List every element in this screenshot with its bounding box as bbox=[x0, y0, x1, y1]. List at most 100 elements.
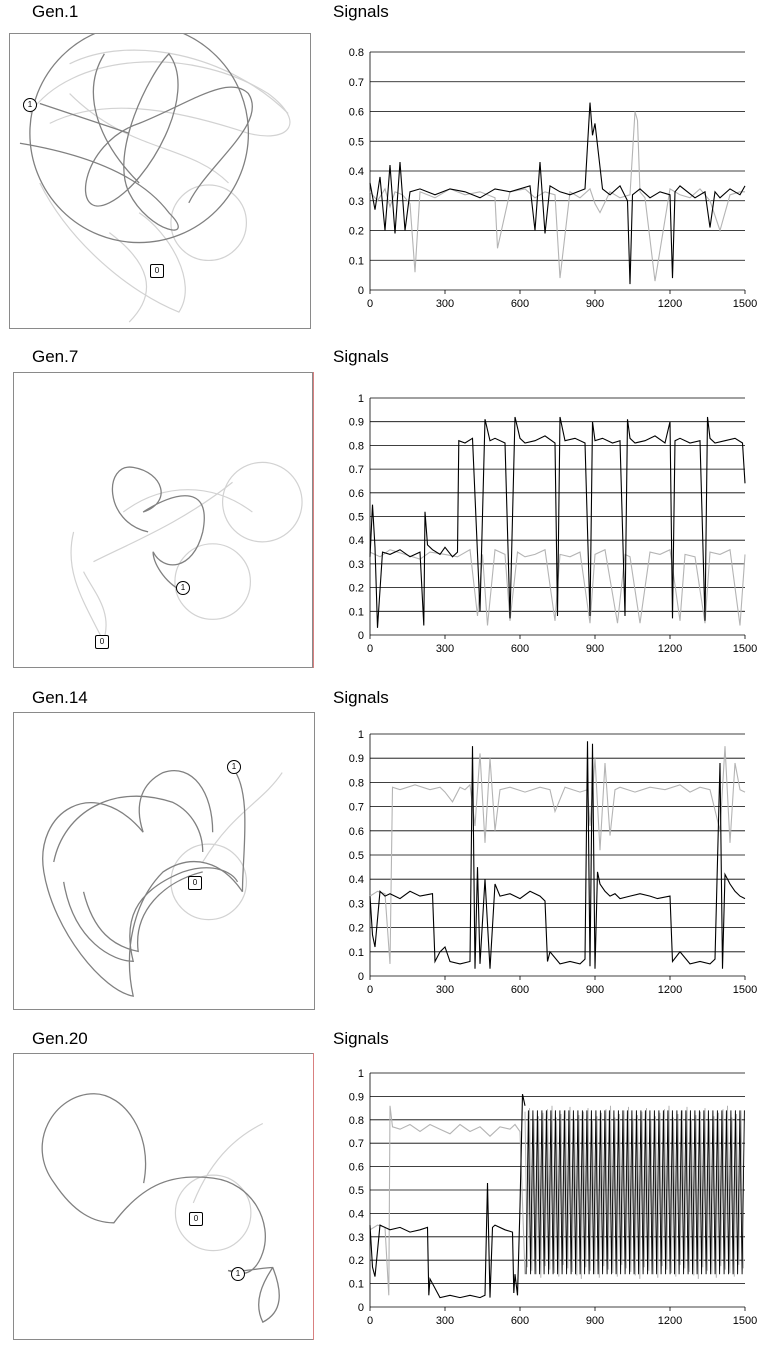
y-tick-label: 0.1 bbox=[349, 606, 364, 618]
series-line-gray bbox=[369, 1105, 526, 1296]
y-tick-label: 1 bbox=[358, 729, 364, 741]
goal-icon: 0 bbox=[189, 1212, 203, 1226]
y-tick-label: 0.9 bbox=[349, 1091, 364, 1103]
y-tick-label: 0.6 bbox=[349, 488, 364, 500]
x-tick-label: 900 bbox=[586, 1315, 604, 1327]
x-tick-label: 1500 bbox=[733, 298, 757, 310]
signals-title: Signals bbox=[333, 1029, 389, 1048]
signals-chart: 0 0.1 0.2 0.3 0.4 0.5 0.6 0.7 0.8 0.9 1 0 300 600 900 1… bbox=[349, 729, 758, 996]
y-tick-label: 0.4 bbox=[349, 166, 364, 178]
y-tick-label: 0.6 bbox=[349, 1162, 364, 1174]
signals-title: Signals bbox=[333, 2, 389, 21]
x-tick-label: 900 bbox=[586, 984, 604, 996]
generation-label: Gen.20 bbox=[32, 1029, 88, 1048]
x-tick-label: 0 bbox=[367, 1315, 373, 1327]
x-tick-label: 0 bbox=[367, 984, 373, 996]
y-tick-label: 0.6 bbox=[349, 826, 364, 838]
trajectory-paths bbox=[70, 461, 303, 643]
signals-title: Signals bbox=[333, 347, 389, 366]
y-tick-label: 0.5 bbox=[349, 1185, 364, 1197]
y-tick-label: 0 bbox=[358, 630, 364, 642]
y-tick-label: 0.3 bbox=[349, 1232, 364, 1244]
series-line-black bbox=[525, 1110, 745, 1275]
trajectory-paths bbox=[42, 767, 283, 997]
trajectory-paths bbox=[19, 34, 291, 323]
y-tick-label: 0.3 bbox=[349, 559, 364, 571]
x-tick-label: 1500 bbox=[733, 1315, 757, 1327]
x-tick-label: 900 bbox=[586, 643, 604, 655]
x-tick-label: 600 bbox=[511, 643, 529, 655]
series-line-black bbox=[369, 102, 746, 285]
series-line-gray bbox=[369, 746, 746, 964]
trajectory-plot: 1 0 bbox=[13, 1053, 313, 1340]
series-line-black bbox=[369, 741, 746, 969]
panel-edge bbox=[313, 372, 314, 668]
x-tick-label: 1200 bbox=[658, 643, 682, 655]
y-tick-label: 0.8 bbox=[349, 440, 364, 452]
x-tick-label: 1200 bbox=[658, 298, 682, 310]
y-tick-label: 0.7 bbox=[349, 1138, 364, 1150]
x-tick-label: 300 bbox=[436, 643, 454, 655]
y-tick-label: 0.4 bbox=[349, 874, 364, 886]
x-tick-label: 900 bbox=[586, 298, 604, 310]
y-tick-label: 0.9 bbox=[349, 417, 364, 429]
goal-icon: 0 bbox=[150, 264, 164, 278]
trajectory-plot: 1 0 bbox=[9, 33, 311, 329]
y-tick-label: 0.7 bbox=[349, 464, 364, 476]
panel-edge bbox=[313, 1053, 314, 1340]
generation-label: Gen.14 bbox=[32, 688, 88, 707]
y-tick-label: 0.5 bbox=[349, 850, 364, 862]
trajectory-plot: 1 0 bbox=[13, 372, 313, 668]
y-tick-label: 0.2 bbox=[349, 1255, 364, 1267]
robot-icon: 1 bbox=[227, 760, 241, 774]
robot-icon: 1 bbox=[176, 581, 190, 595]
x-tick-label: 0 bbox=[367, 298, 373, 310]
y-tick-label: 0 bbox=[358, 285, 364, 297]
y-tick-label: 0.8 bbox=[349, 47, 364, 59]
y-tick-label: 0.7 bbox=[349, 77, 364, 89]
x-tick-label: 300 bbox=[436, 298, 454, 310]
y-tick-label: 0.7 bbox=[349, 802, 364, 814]
x-tick-label: 1500 bbox=[733, 984, 757, 996]
y-tick-label: 0 bbox=[358, 1302, 364, 1314]
signals-chart: 0 0.1 0.2 0.3 0.4 0.5 0.6 0.7 0.8 0 300 600 900 1200 1… bbox=[349, 47, 758, 310]
goal-icon: 0 bbox=[95, 635, 109, 649]
signals-chart: 0 0.1 0.2 0.3 0.4 0.5 0.6 0.7 0.8 0.9 1 0 300 600 900 1… bbox=[349, 393, 758, 655]
y-tick-label: 0.1 bbox=[349, 255, 364, 267]
y-tick-label: 0.3 bbox=[349, 898, 364, 910]
y-tick-label: 0.5 bbox=[349, 136, 364, 148]
series-line-black bbox=[369, 416, 746, 628]
x-tick-label: 300 bbox=[436, 984, 454, 996]
y-tick-label: 0.1 bbox=[349, 1279, 364, 1291]
robot-icon: 1 bbox=[231, 1267, 245, 1281]
y-tick-label: 0.2 bbox=[349, 226, 364, 238]
y-tick-label: 0.8 bbox=[349, 777, 364, 789]
y-tick-label: 0.2 bbox=[349, 583, 364, 595]
x-tick-label: 600 bbox=[511, 298, 529, 310]
y-tick-label: 0.2 bbox=[349, 923, 364, 935]
y-tick-label: 0.8 bbox=[349, 1115, 364, 1127]
generation-label: Gen.1 bbox=[32, 2, 79, 21]
trajectory-plot: 1 0 bbox=[13, 712, 315, 1010]
y-tick-label: 1 bbox=[358, 393, 364, 405]
signals-chart: 0 0.1 0.2 0.3 0.4 0.5 0.6 0.7 0.8 0.9 1 0 300 600 900 1… bbox=[349, 1068, 758, 1327]
y-tick-label: 0.4 bbox=[349, 1208, 364, 1220]
y-tick-label: 0.4 bbox=[349, 535, 364, 547]
series-line-black bbox=[369, 1093, 526, 1299]
x-tick-label: 600 bbox=[511, 1315, 529, 1327]
x-tick-label: 300 bbox=[436, 1315, 454, 1327]
x-tick-label: 600 bbox=[511, 984, 529, 996]
y-tick-label: 0.1 bbox=[349, 947, 364, 959]
x-tick-label: 1200 bbox=[658, 1315, 682, 1327]
y-tick-label: 0.6 bbox=[349, 107, 364, 119]
series-line-gray bbox=[369, 111, 745, 282]
y-tick-label: 0.5 bbox=[349, 512, 364, 524]
trajectory-paths bbox=[41, 1093, 280, 1323]
x-tick-label: 1200 bbox=[658, 984, 682, 996]
x-tick-label: 0 bbox=[367, 643, 373, 655]
y-tick-label: 1 bbox=[358, 1068, 364, 1080]
robot-icon: 1 bbox=[23, 98, 37, 112]
generation-label: Gen.7 bbox=[32, 347, 79, 366]
y-tick-label: 0 bbox=[358, 971, 364, 983]
series-line-gray bbox=[369, 548, 746, 626]
